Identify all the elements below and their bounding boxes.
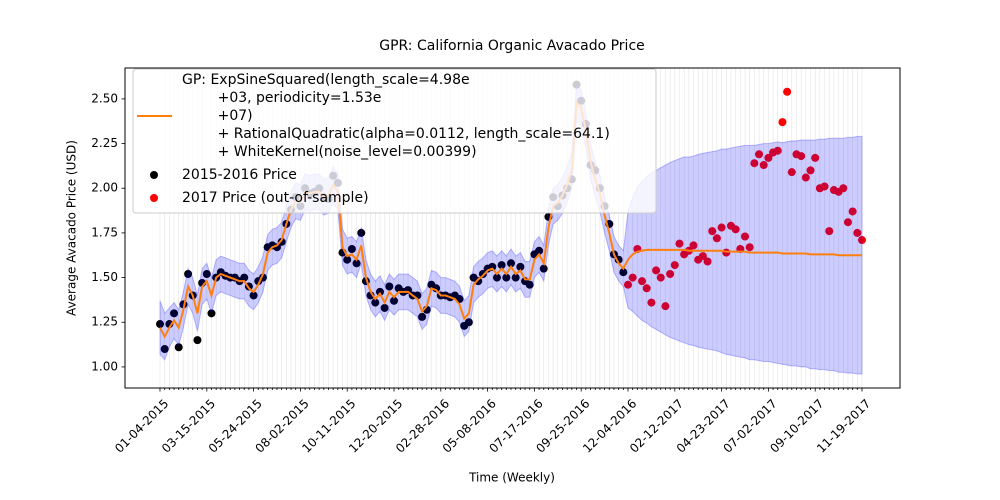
data-point [801,173,810,182]
data-point [240,273,249,282]
data-point [750,159,759,168]
data-point [343,255,352,264]
data-point [619,268,628,277]
data-point [712,234,721,243]
data-point [703,257,712,266]
data-point [371,298,380,307]
data-point [778,118,787,127]
legend-label: 2017 Price (out-of-sample) [182,190,369,206]
data-point [525,280,534,289]
data-point [773,146,782,155]
data-point [661,302,670,311]
data-point [174,343,183,352]
data-point [390,296,398,305]
y-tick-label: 1.75 [91,225,118,239]
data-point [759,161,768,170]
data-point [170,309,179,318]
data-point [806,166,815,175]
grid [159,68,863,388]
chart-title: GPR: California Organic Avacado Price [379,38,645,54]
data-point [202,270,211,279]
data-point [717,223,726,232]
y-tick-label: 2.00 [91,181,118,195]
data-point [347,244,356,253]
y-tick-label: 2.50 [91,91,118,105]
y-tick-label: 2.25 [91,136,118,150]
data-point [642,284,651,293]
data-point [502,273,511,282]
legend: GP: ExpSineSquared(length_scale=4.98e +0… [132,68,657,214]
x-axis-label: Time (Weekly) [468,471,555,485]
legend-swatch [150,194,158,202]
data-point [741,232,749,241]
legend-swatch [150,171,158,179]
data-point [843,218,852,227]
data-point [698,252,707,261]
data-point [670,261,679,270]
data-point [797,152,806,161]
y-tick-label: 1.25 [91,315,118,329]
plot-frame [124,67,901,389]
data-point [666,270,675,279]
data-point [656,273,665,282]
data-point [535,246,544,255]
data-point [811,153,820,162]
data-point [731,225,740,234]
data-point [516,262,525,271]
data-point [156,320,164,329]
data-point [497,261,506,270]
data-point [647,298,656,307]
data-point [787,168,796,177]
data-point [507,259,515,268]
y-tick-label: 1.00 [91,359,118,373]
data-point [624,280,632,289]
confidence-band [159,83,863,375]
data-point [160,345,169,354]
data-point [853,228,862,237]
y-axis-label: Average Avacado Price (USD) [65,140,79,316]
data-point [638,277,647,286]
data-point [820,182,829,191]
data-point [848,207,857,216]
data-point [385,282,394,291]
data-point [380,303,389,312]
legend-box [132,68,657,214]
data-point [783,87,792,96]
data-point [249,291,258,300]
data-point [628,273,637,282]
data-point [193,336,202,345]
data-point [511,273,520,282]
data-point [745,243,754,252]
data-point [539,264,548,273]
data-point [839,184,848,193]
data-point [755,150,764,159]
y-tick-label: 1.50 [91,270,118,284]
data-point [184,270,193,279]
legend-label: GP: ExpSineSquared(length_scale=4.98e +0… [182,72,610,160]
data-point [858,236,866,245]
data-point [418,312,427,321]
data-point [825,227,834,236]
data-point [375,287,384,296]
data-point [357,228,366,237]
data-point [352,259,361,268]
data-point [708,227,717,236]
data-point [464,318,473,327]
legend-label: 2015-2016 Price [182,167,297,183]
data-point [207,309,216,318]
mean-line [159,100,862,339]
data-point [652,266,661,275]
data-point [675,239,684,248]
data-point [689,241,698,250]
data-point [764,153,773,162]
data-point [492,273,501,282]
